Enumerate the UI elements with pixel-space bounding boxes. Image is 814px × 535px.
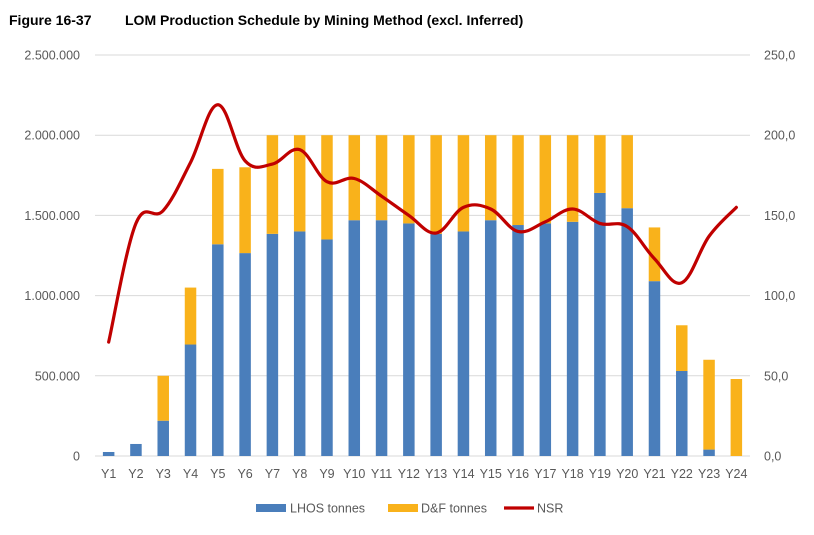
y-left-tick-label: 500.000 — [35, 369, 80, 383]
bar-df — [484, 135, 497, 221]
gridlines — [95, 54, 750, 457]
legend-label-nsr: NSR — [537, 502, 563, 516]
bar-df — [403, 135, 415, 224]
y-left-tick-label: 1.000.000 — [24, 289, 80, 303]
x-tick-label: Y12 — [398, 467, 420, 481]
figure-number: Figure 16-37 — [9, 12, 92, 28]
bar-lhos — [321, 239, 333, 456]
x-tick-label: Y7 — [265, 467, 280, 481]
legend-label-lhos: LHOS tonnes — [290, 502, 365, 516]
figure-header: Figure 16-37 LOM Production Schedule by M… — [9, 12, 523, 28]
bar-df — [703, 359, 715, 450]
y-left-tick-label: 1.500.000 — [24, 209, 80, 223]
y-right-tick-label: 0,0 — [764, 450, 781, 464]
x-tick-label: Y1 — [101, 467, 116, 481]
bar-df — [157, 375, 169, 421]
bar-df — [539, 135, 552, 224]
x-tick-label: Y16 — [507, 467, 529, 481]
x-tick-label: Y24 — [725, 467, 747, 481]
bar-lhos — [594, 192, 606, 456]
bar-lhos — [621, 208, 633, 456]
y-right-tick-label: 250,0 — [764, 49, 795, 63]
bar-lhos — [648, 281, 661, 456]
bar-df — [266, 135, 279, 234]
y-left-tick-label: 2.500.000 — [24, 49, 80, 63]
legend: LHOS tonnes D&F tonnes NSR — [256, 502, 563, 516]
legend-label-df: D&F tonnes — [421, 502, 487, 516]
bar-df — [293, 135, 306, 232]
y-right-tick-label: 200,0 — [764, 129, 795, 143]
bar-df — [212, 168, 224, 245]
y-right-tick-label: 100,0 — [764, 289, 795, 303]
figure-title: LOM Production Schedule by Mining Method… — [125, 12, 524, 28]
axis-ticks: 0 0,0 500.000 50,0 1.000.000 100,0 1.500.000 15… — [24, 49, 795, 482]
bar-lhos — [566, 221, 579, 456]
bar-df — [430, 135, 442, 234]
nsr-line-series — [107, 103, 738, 344]
x-tick-label: Y10 — [343, 467, 365, 481]
bar-lhos — [484, 220, 497, 456]
x-tick-label: Y19 — [589, 467, 611, 481]
bar-lhos — [239, 253, 251, 456]
y-left-tick-label: 0 — [73, 450, 80, 464]
y-left-tick-label: 2.000.000 — [24, 129, 80, 143]
nsr-line — [107, 103, 738, 344]
bar-lhos — [266, 233, 279, 456]
x-tick-label: Y9 — [319, 467, 334, 481]
y-right-tick-label: 50,0 — [764, 369, 788, 383]
bar-df — [375, 135, 388, 221]
bar-df — [594, 135, 606, 193]
bar-lhos — [703, 449, 715, 456]
bar-lhos — [430, 233, 442, 456]
bar-series — [102, 135, 743, 456]
x-tick-label: Y15 — [480, 467, 502, 481]
bar-df — [321, 135, 333, 240]
x-tick-label: Y23 — [698, 467, 720, 481]
bar-lhos — [539, 223, 552, 456]
bar-lhos — [457, 231, 470, 456]
bar-df — [621, 135, 633, 209]
x-tick-label: Y4 — [183, 467, 198, 481]
x-tick-label: Y22 — [671, 467, 693, 481]
bar-lhos — [293, 231, 306, 456]
bar-df — [457, 135, 470, 232]
x-tick-label: Y8 — [292, 467, 307, 481]
bar-df — [566, 135, 579, 222]
x-tick-label: Y20 — [616, 467, 638, 481]
bar-lhos — [512, 225, 524, 456]
bar-lhos — [157, 420, 169, 456]
bar-df — [676, 325, 688, 371]
bar-lhos — [348, 220, 361, 456]
y-right-tick-label: 150,0 — [764, 209, 795, 223]
bar-lhos — [184, 344, 197, 456]
x-tick-label: Y13 — [425, 467, 447, 481]
bar-df — [512, 135, 524, 226]
bar-lhos — [403, 223, 415, 456]
bar-df — [648, 227, 661, 282]
x-tick-label: Y17 — [534, 467, 556, 481]
x-tick-label: Y11 — [371, 467, 392, 481]
x-tick-label: Y14 — [452, 467, 474, 481]
bar-lhos — [212, 244, 224, 456]
bar-lhos — [375, 220, 388, 456]
legend-swatch-df — [388, 504, 418, 512]
bar-df — [730, 379, 743, 456]
x-tick-label: Y2 — [128, 467, 143, 481]
x-tick-label: Y5 — [210, 467, 225, 481]
bar-lhos — [130, 443, 142, 456]
x-tick-label: Y21 — [643, 467, 665, 481]
legend-swatch-lhos — [256, 504, 286, 512]
bar-lhos — [102, 451, 115, 456]
bar-lhos — [676, 370, 688, 456]
x-tick-label: Y6 — [237, 467, 252, 481]
bar-df — [239, 167, 251, 254]
x-tick-label: Y3 — [156, 467, 171, 481]
x-tick-label: Y18 — [561, 467, 583, 481]
bar-df — [184, 287, 197, 345]
